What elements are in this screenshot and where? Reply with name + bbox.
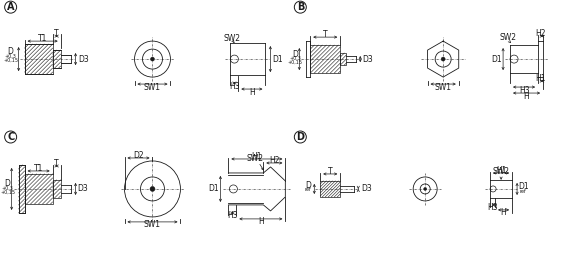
Text: H3: H3 — [487, 203, 498, 213]
Text: SW2: SW2 — [247, 154, 264, 164]
Circle shape — [441, 57, 445, 61]
Text: ref: ref — [305, 187, 312, 192]
Text: D3: D3 — [77, 185, 88, 193]
Text: H: H — [249, 87, 255, 97]
Text: T: T — [54, 29, 59, 38]
Text: D1: D1 — [491, 55, 502, 63]
Text: D: D — [5, 179, 10, 189]
Text: D1: D1 — [518, 182, 528, 192]
Text: D: D — [296, 132, 304, 142]
Bar — [310, 45, 340, 73]
Bar — [320, 181, 340, 197]
Text: H2: H2 — [269, 156, 279, 165]
Text: D1: D1 — [272, 55, 283, 63]
Text: +0,3: +0,3 — [5, 54, 16, 59]
Text: H1: H1 — [535, 74, 546, 83]
Text: +0,15: +0,15 — [0, 189, 15, 194]
Bar — [52, 50, 61, 68]
Text: T: T — [54, 159, 59, 168]
Text: D: D — [306, 182, 311, 190]
Text: T: T — [328, 167, 332, 176]
Bar — [24, 44, 52, 74]
Text: T1: T1 — [34, 164, 43, 173]
Text: +0,3: +0,3 — [2, 185, 13, 190]
Text: H3: H3 — [519, 86, 530, 94]
Text: ref: ref — [520, 189, 527, 194]
Text: +0,15: +0,15 — [288, 59, 303, 65]
Bar — [24, 174, 52, 204]
Text: D: D — [292, 49, 298, 59]
Text: D3: D3 — [362, 55, 372, 63]
Text: B: B — [297, 2, 304, 12]
Circle shape — [424, 187, 427, 190]
Text: D: D — [8, 47, 13, 56]
Text: H: H — [501, 208, 506, 217]
Text: SW1: SW1 — [435, 83, 452, 91]
Text: SW1: SW1 — [144, 83, 161, 91]
Text: D2: D2 — [133, 151, 144, 160]
Bar — [52, 180, 61, 198]
Bar — [19, 165, 24, 213]
Text: +0,3: +0,3 — [289, 56, 301, 61]
Circle shape — [151, 57, 154, 61]
Text: D3: D3 — [361, 185, 372, 193]
Text: SW2: SW2 — [499, 33, 517, 42]
Text: H1: H1 — [251, 152, 262, 161]
Text: T1: T1 — [38, 34, 47, 43]
Text: SW1: SW1 — [144, 220, 161, 229]
Text: H2: H2 — [535, 29, 546, 38]
Text: C: C — [7, 132, 15, 142]
Circle shape — [150, 186, 155, 192]
Text: D3: D3 — [78, 55, 89, 63]
Text: SW2: SW2 — [224, 34, 241, 43]
Text: H: H — [258, 217, 264, 226]
Text: +0,15: +0,15 — [3, 58, 18, 63]
Text: H: H — [524, 91, 530, 101]
Text: A: A — [7, 2, 15, 12]
Text: H3: H3 — [227, 211, 237, 220]
Text: T: T — [323, 30, 328, 39]
Text: H3: H3 — [229, 82, 240, 91]
Text: SW2: SW2 — [492, 168, 510, 176]
Text: D1: D1 — [208, 185, 219, 193]
Text: H1: H1 — [496, 166, 506, 175]
Bar — [340, 53, 346, 65]
